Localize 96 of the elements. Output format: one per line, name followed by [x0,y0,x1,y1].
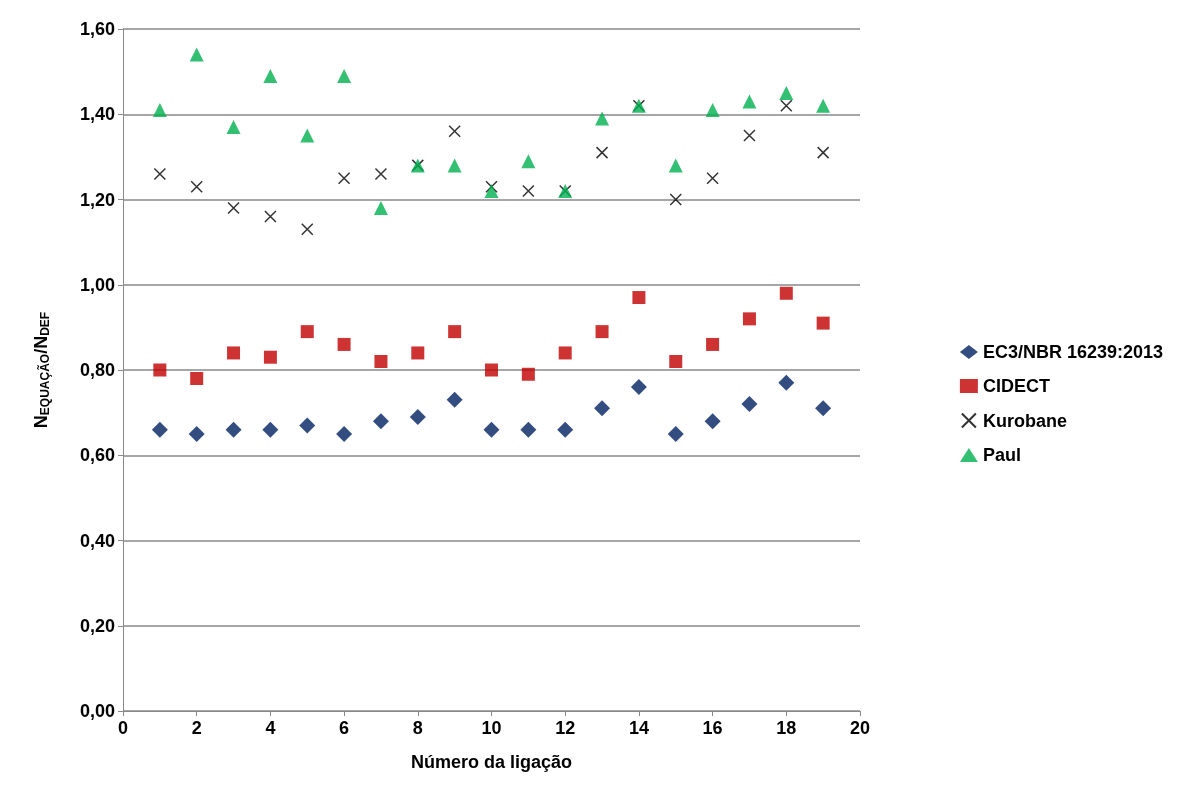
x-tick-label: 18 [776,718,797,738]
point [594,400,611,417]
point [189,47,204,62]
point [595,111,610,126]
point [153,167,167,181]
point [630,379,647,396]
point [704,413,721,430]
point [705,102,720,117]
x-tick-label: 10 [481,718,502,738]
point [374,354,388,368]
point [706,337,720,351]
point [485,180,498,193]
point [152,102,167,117]
point [225,421,242,438]
y-tick-label: 1,60 [79,19,115,39]
x-tick-label: 16 [702,718,723,738]
point [521,154,536,169]
point [483,421,500,438]
point [227,346,241,360]
point [190,180,203,193]
point [816,316,830,330]
point [778,374,795,391]
y-tick-label: 0,60 [79,445,115,466]
point [522,184,535,198]
point [779,286,793,300]
point [337,68,352,83]
point [448,325,462,339]
y-tick-label: 0,00 [79,701,115,721]
point [301,223,314,236]
x-tick-label: 20 [849,718,871,738]
x-tick-label: 8 [412,718,423,738]
point [669,193,682,206]
point [373,201,388,216]
y-tick-label: 0,80 [79,360,115,380]
point [741,396,758,413]
point [300,128,315,143]
point [779,85,794,100]
legend-label: Kurobane [982,410,1067,431]
x-axis-title: Número da ligação [410,752,573,772]
point [595,325,609,339]
y-tick-label: 0,40 [79,530,115,551]
point [446,391,463,408]
point [743,129,756,142]
point [815,400,832,417]
y-tick-label: 0,20 [79,615,115,636]
point [300,325,314,339]
point [337,337,351,351]
legend-label: Paul [982,445,1021,465]
point [448,125,461,138]
point [706,171,719,185]
point [557,421,574,438]
point [226,120,241,135]
point [667,425,684,442]
x-tick-label: 2 [191,718,202,738]
legend-label: EC3/NBR 16239:2013 [982,342,1163,362]
point [374,167,388,181]
point [595,146,609,159]
point [669,354,683,368]
point [780,99,793,112]
point [409,408,426,425]
point [262,421,279,438]
point [227,201,240,215]
x-tick-label: 4 [265,718,276,738]
x-tick-label: 0 [117,718,129,738]
y-tick-label: 1,20 [79,189,115,210]
y-tick-label: 1,40 [79,104,115,125]
point [484,183,499,198]
point [336,425,353,442]
x-tick-label: 12 [555,718,576,738]
point [742,94,757,109]
x-tick-label: 14 [628,718,649,738]
point [521,367,535,381]
y-tick-label: 1,00 [79,274,115,295]
point [372,413,389,430]
point [337,171,351,185]
point [816,98,831,113]
point [485,363,498,377]
legend-label: CIDECT [982,376,1050,396]
point [188,425,205,442]
point [299,417,316,434]
point [558,346,572,360]
point [668,158,683,173]
point [447,158,462,173]
point [816,146,830,159]
point [263,350,277,364]
y-axis-title: NEQUAÇÃO/NDEF [31,311,52,429]
x-tick-label: 6 [339,718,350,738]
point [742,312,756,326]
point [520,421,537,438]
point [411,346,425,360]
point [151,421,168,438]
point [263,68,278,83]
point [190,372,204,386]
point [264,210,277,223]
point [153,363,167,377]
point [632,291,646,305]
